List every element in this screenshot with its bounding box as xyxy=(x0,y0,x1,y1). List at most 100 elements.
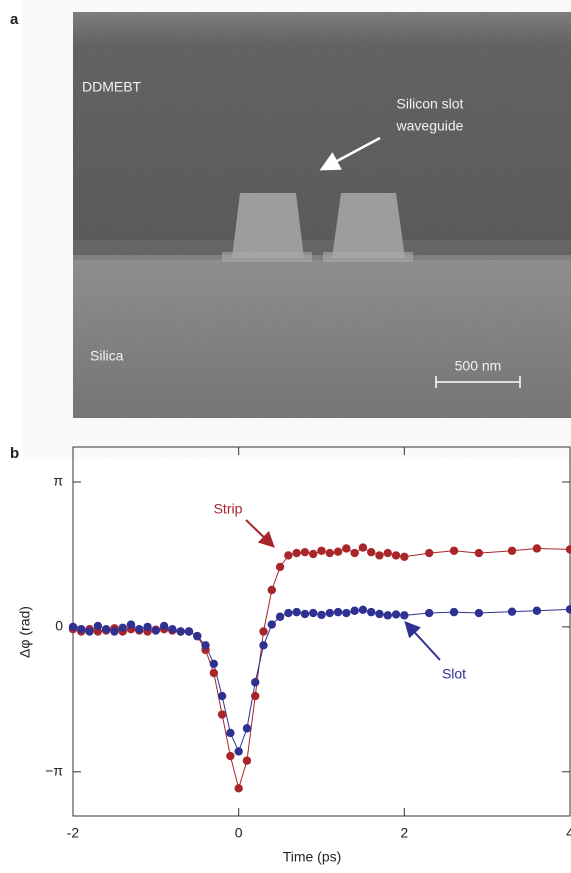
data-point xyxy=(101,624,111,634)
x-tick-label: 2 xyxy=(400,825,408,841)
annotation-arrow xyxy=(404,621,441,661)
scale-bar xyxy=(435,376,521,388)
y-axis-title: Δφ (rad) xyxy=(17,606,33,658)
data-point xyxy=(333,607,343,617)
data-point xyxy=(300,547,310,557)
data-point xyxy=(367,607,376,617)
data-point xyxy=(449,546,459,555)
data-point xyxy=(242,724,252,733)
data-point xyxy=(400,611,409,620)
sem-image xyxy=(73,12,571,418)
data-point xyxy=(168,624,177,634)
data-point xyxy=(77,624,86,634)
y-tick-label: −π xyxy=(45,762,63,778)
data-point xyxy=(565,545,571,554)
data-point xyxy=(358,605,368,615)
data-point xyxy=(333,547,343,556)
data-point xyxy=(93,621,103,631)
data-point xyxy=(234,784,243,793)
pointer-label: Silicon slot xyxy=(397,96,464,112)
data-point xyxy=(267,585,276,595)
data-point xyxy=(350,606,359,615)
data-point xyxy=(309,608,318,618)
data-point xyxy=(532,606,542,615)
data-point xyxy=(234,747,243,756)
series-annotation: Strip xyxy=(214,501,243,517)
data-point xyxy=(159,621,169,631)
data-point xyxy=(126,620,136,629)
data-point xyxy=(342,608,351,618)
data-point xyxy=(135,624,144,634)
data-point xyxy=(300,609,310,619)
panel-label: b xyxy=(10,445,19,462)
data-point xyxy=(110,627,119,636)
x-tick-label: 4 xyxy=(566,825,571,841)
data-point xyxy=(474,608,484,618)
data-point xyxy=(242,756,252,765)
data-point xyxy=(176,627,185,636)
data-point xyxy=(275,612,285,621)
data-point xyxy=(284,608,293,618)
data-point xyxy=(309,549,318,559)
data-point xyxy=(292,548,301,558)
data-point xyxy=(424,608,434,618)
data-point xyxy=(259,641,268,650)
data-point xyxy=(226,728,235,738)
data-point xyxy=(532,544,542,553)
data-point xyxy=(424,548,434,558)
data-point xyxy=(68,622,78,632)
data-point xyxy=(209,668,219,678)
pointer-arrow xyxy=(319,136,381,171)
data-point xyxy=(391,551,401,560)
data-point xyxy=(383,611,392,620)
data-point xyxy=(367,547,376,557)
data-point xyxy=(118,623,127,633)
data-point xyxy=(209,659,219,668)
data-point xyxy=(143,622,152,632)
data-point xyxy=(193,631,202,641)
data-point xyxy=(383,548,392,558)
data-point xyxy=(391,610,401,619)
data-point xyxy=(507,607,517,616)
annotation-arrow xyxy=(245,519,275,548)
y-tick-label: π xyxy=(53,473,63,489)
data-point xyxy=(317,546,326,555)
data-point xyxy=(284,551,293,560)
x-tick-label: -2 xyxy=(67,825,80,841)
data-point xyxy=(259,627,268,636)
data-point xyxy=(85,627,94,636)
data-point xyxy=(251,678,260,687)
medium-label: DDMEBT xyxy=(82,79,142,95)
x-axis-title: Time (ps) xyxy=(283,849,342,865)
data-point xyxy=(184,627,194,636)
data-point xyxy=(350,548,359,558)
y-tick-label: 0 xyxy=(55,618,63,634)
data-point xyxy=(226,751,235,761)
data-point xyxy=(325,548,334,558)
pointer-label: waveguide xyxy=(396,118,464,134)
data-point xyxy=(317,610,326,620)
data-point xyxy=(342,544,351,553)
data-point xyxy=(375,609,384,619)
data-point xyxy=(358,543,368,552)
data-point xyxy=(507,546,517,555)
x-tick-label: 0 xyxy=(235,825,243,841)
data-point xyxy=(267,620,276,629)
data-point xyxy=(449,607,459,617)
series-line xyxy=(72,546,571,791)
scale-bar-label: 500 nm xyxy=(455,358,502,374)
data-point xyxy=(251,691,260,701)
data-point xyxy=(217,691,227,701)
data-point xyxy=(400,552,409,561)
panel-label: a xyxy=(10,11,19,28)
data-point xyxy=(201,641,210,650)
data-point xyxy=(292,607,301,617)
data-point xyxy=(565,605,571,614)
substrate-label: Silica xyxy=(90,348,124,364)
data-point xyxy=(325,608,334,618)
data-point xyxy=(275,562,285,572)
data-point xyxy=(474,548,484,558)
data-point xyxy=(151,626,161,635)
